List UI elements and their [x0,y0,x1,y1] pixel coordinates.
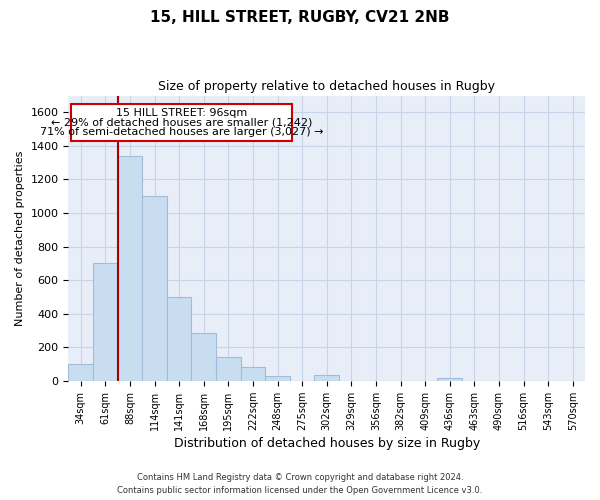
Bar [314,375,339,381]
Title: Size of property relative to detached houses in Rugby: Size of property relative to detached ho… [158,80,495,93]
Text: 15, HILL STREET, RUGBY, CV21 2NB: 15, HILL STREET, RUGBY, CV21 2NB [150,10,450,25]
Bar [142,196,167,381]
Text: Contains HM Land Registry data © Crown copyright and database right 2024.
Contai: Contains HM Land Registry data © Crown c… [118,474,482,495]
Bar [68,364,93,381]
Bar [216,358,241,381]
Bar [437,378,462,381]
Y-axis label: Number of detached properties: Number of detached properties [15,150,25,326]
Text: ← 29% of detached houses are smaller (1,242): ← 29% of detached houses are smaller (1,… [51,118,312,128]
Bar [191,333,216,381]
Bar [118,156,142,381]
Text: 71% of semi-detached houses are larger (3,027) →: 71% of semi-detached houses are larger (… [40,126,323,136]
Bar [265,376,290,381]
Bar [93,264,118,381]
X-axis label: Distribution of detached houses by size in Rugby: Distribution of detached houses by size … [173,437,480,450]
Bar [241,368,265,381]
FancyBboxPatch shape [71,104,292,141]
Text: 15 HILL STREET: 96sqm: 15 HILL STREET: 96sqm [116,108,247,118]
Bar [167,297,191,381]
